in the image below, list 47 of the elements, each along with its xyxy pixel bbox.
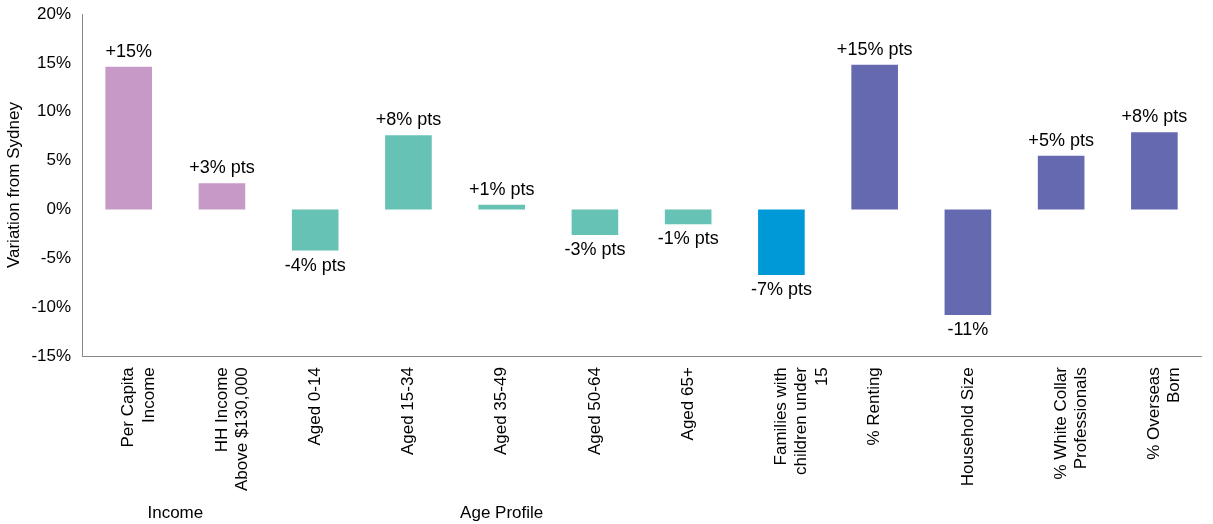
- x-tick-label: Household Size: [957, 367, 977, 487]
- bar: [664, 209, 712, 225]
- data-label: +1% pts: [468, 178, 535, 199]
- bar: [291, 209, 339, 251]
- data-label: +8% pts: [375, 109, 442, 130]
- bar: [851, 64, 898, 210]
- bar: [758, 209, 805, 276]
- x-tick-label: % White Collar Professionals: [1050, 366, 1091, 480]
- data-label: +5% pts: [1028, 129, 1094, 150]
- data-label: +3% pts: [189, 157, 255, 178]
- bar: [1037, 155, 1085, 210]
- bar: [944, 209, 992, 316]
- x-tick-label: Aged 50-64: [584, 367, 604, 456]
- x-tick-label: Aged 35-49: [491, 367, 511, 456]
- x-tick-label: Per Capita Income: [118, 366, 158, 448]
- text: Income: [147, 503, 204, 523]
- data-label: -3% pts: [564, 238, 626, 259]
- x-tick-label: HH Income Above $130,000: [211, 367, 252, 492]
- y-tick-label: 10%: [37, 101, 72, 121]
- y-tick-label: 20%: [37, 3, 72, 23]
- data-label: +15% pts: [836, 38, 913, 59]
- data-label: -4% pts: [284, 254, 346, 275]
- y-tick-label: 5%: [46, 150, 72, 170]
- x-tick-label: Families with children under 15: [771, 366, 831, 475]
- data-label: -11%: [947, 319, 989, 340]
- data-label: -1% pts: [657, 228, 719, 249]
- bar: [105, 66, 153, 210]
- data-label: -7% pts: [750, 278, 812, 299]
- y-tick-label: 15%: [37, 52, 72, 72]
- text: Age Profile: [460, 503, 544, 523]
- data-label: +8% pts: [1121, 106, 1188, 127]
- x-tick-label: % Overseas Born: [1144, 367, 1184, 460]
- x-tick-label: Aged 0-14: [304, 367, 324, 446]
- y-tick-label: 0%: [46, 199, 72, 219]
- x-tick-label: Aged 15-34: [398, 367, 418, 456]
- data-label: +15%: [105, 40, 152, 61]
- x-tick-label: Aged 65+: [677, 367, 697, 441]
- bar: [198, 183, 246, 210]
- y-tick-label: -5%: [40, 248, 72, 268]
- bar: [1131, 132, 1178, 210]
- y-tick-label: -10%: [31, 296, 72, 316]
- bar: [478, 204, 525, 210]
- y-tick-label: -15%: [31, 345, 72, 365]
- bar: [571, 209, 619, 235]
- bar: [385, 135, 432, 210]
- x-tick-label: % Renting: [864, 367, 884, 446]
- y-axis-title: Variation from Sydney: [3, 101, 23, 269]
